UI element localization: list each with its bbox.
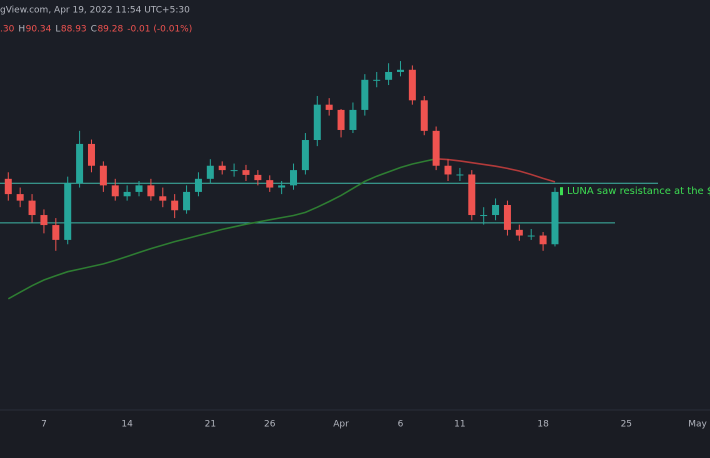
ohlc-legend-item: H xyxy=(18,25,25,35)
candle-body xyxy=(539,235,547,245)
candle-body xyxy=(135,185,143,192)
candle-body xyxy=(480,215,488,217)
candle-body xyxy=(420,100,428,131)
ohlc-legend-item: 90.34 xyxy=(26,25,52,35)
candle-body xyxy=(408,69,416,101)
candle-body xyxy=(171,200,179,211)
candle-body xyxy=(206,165,214,179)
x-tick-label: 21 xyxy=(205,420,216,430)
plot-area: LUNA saw resistance at the $92-9 xyxy=(0,61,710,300)
candle-body xyxy=(492,205,500,216)
chart-title: gView.com, Apr 19, 2022 11:54 UTC+5:30 xyxy=(0,6,190,16)
candle-body xyxy=(16,194,24,201)
candle-body xyxy=(444,165,452,175)
x-tick-label: May xyxy=(688,420,707,430)
candle-body xyxy=(385,71,393,80)
x-tick-label: 6 xyxy=(398,420,404,430)
candle-body xyxy=(99,165,107,186)
candle-body xyxy=(183,191,191,211)
candle-body xyxy=(301,140,309,171)
candle-body xyxy=(266,180,274,188)
candle-body xyxy=(313,104,321,141)
moving-average xyxy=(436,158,556,183)
candle-body xyxy=(278,185,286,188)
candle-body xyxy=(52,225,60,240)
candle-body xyxy=(515,229,523,236)
candle-body xyxy=(503,205,511,230)
candle-body xyxy=(40,215,48,226)
candle-body xyxy=(123,191,131,197)
ohlc-legend-item: .30 xyxy=(0,25,15,35)
candle-body xyxy=(242,170,250,175)
ohlc-legend: .30 H 90.34 L 88.93 C 89.28 -0.01 (-0.01%) xyxy=(0,25,192,35)
candle-body xyxy=(64,183,72,240)
x-tick-label: Apr xyxy=(333,420,349,430)
candle-body xyxy=(230,170,238,172)
candle-body xyxy=(159,196,167,201)
time-axis-band xyxy=(0,410,710,458)
candle-body xyxy=(527,235,535,237)
candle-body xyxy=(218,165,226,171)
x-tick-label: 26 xyxy=(264,420,276,430)
x-tick-label: 11 xyxy=(454,420,465,430)
candle-body xyxy=(325,104,333,110)
candle-body xyxy=(147,185,155,197)
time-axis: 7 14 21 26 Apr 6 11 18 25 May xyxy=(41,420,708,430)
ohlc-legend-item: L xyxy=(55,25,60,35)
moving-average xyxy=(7,158,437,300)
candle-body xyxy=(361,79,369,110)
candle-body xyxy=(468,174,476,216)
x-tick-label: 18 xyxy=(537,420,549,430)
ohlc-legend-item: -0.01 (-0.01%) xyxy=(127,25,192,35)
candle-body xyxy=(4,178,12,195)
candle-body xyxy=(432,130,440,166)
candle-body xyxy=(456,174,464,176)
candle-body xyxy=(337,109,345,130)
candle-body xyxy=(290,170,298,186)
candle-body xyxy=(254,174,262,181)
candle-body xyxy=(349,109,357,130)
candle-body xyxy=(373,79,381,81)
candle-body xyxy=(111,185,119,197)
candle-body xyxy=(87,143,95,166)
x-tick-label: 7 xyxy=(41,420,47,430)
candle-body xyxy=(76,143,84,184)
ohlc-legend-item: 89.28 xyxy=(97,25,123,35)
annotation: LUNA saw resistance at the $92-9 xyxy=(567,186,710,197)
candle-body xyxy=(194,178,202,192)
x-tick-label: 14 xyxy=(121,420,133,430)
x-tick-label: 25 xyxy=(621,420,632,430)
ohlc-legend-item: C xyxy=(91,25,97,35)
ohlc-legend-item: 88.93 xyxy=(61,25,87,35)
candle-body xyxy=(28,200,36,216)
candle-body xyxy=(551,191,559,245)
annotation-marker xyxy=(560,187,563,196)
candle-body xyxy=(396,69,404,72)
